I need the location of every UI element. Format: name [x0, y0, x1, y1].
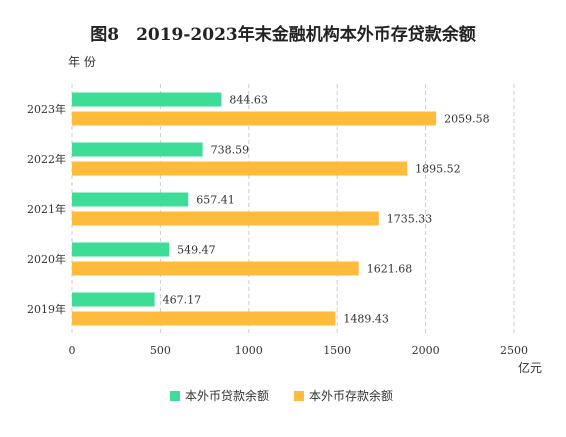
data-label: 1895.52 [415, 163, 461, 176]
legend-label: 本外币贷款余额 [185, 388, 269, 403]
bar [72, 211, 379, 226]
legend-swatch [170, 391, 180, 401]
y-category-label: 2023年 [27, 102, 66, 116]
y-axis-label: 年 份 [68, 55, 96, 69]
data-label: 2059.58 [444, 113, 490, 126]
data-label: 549.47 [177, 244, 216, 257]
legend-swatch [294, 391, 304, 401]
y-category-label: 2020年 [27, 252, 66, 266]
legend-label: 本外币存款余额 [309, 388, 393, 403]
legend: 本外币贷款余额 本外币存款余额 [170, 388, 393, 403]
x-tick-label: 2000 [412, 344, 440, 357]
bar [72, 311, 336, 326]
data-label: 844.63 [229, 94, 267, 107]
data-label: 657.41 [196, 194, 235, 207]
bar [72, 142, 203, 157]
bar [72, 92, 222, 107]
y-category-label: 2019年 [27, 302, 66, 316]
data-label: 467.17 [163, 294, 202, 307]
y-category-label: 2021年 [27, 202, 66, 216]
labels-layer: 844.63 2059.58 738.59 1895.52 657.41 1735.33 5… [163, 94, 490, 326]
x-axis-unit: 亿元 [518, 360, 542, 375]
data-label: 738.59 [211, 144, 250, 157]
y-axis-categories: 2023年 2022年 2021年 2020年 2019年 [27, 102, 66, 316]
x-tick-label: 1500 [323, 344, 351, 357]
x-axis-ticks: 0 500 1000 1500 2000 2500 [69, 344, 529, 357]
bar [72, 161, 408, 176]
x-tick-label: 2500 [500, 344, 528, 357]
x-tick-label: 1000 [235, 344, 263, 357]
chart-title: 图8 2019-2023年末金融机构本外币存贷款余额 [90, 24, 476, 45]
data-label: 1735.33 [387, 213, 433, 226]
bar [72, 192, 189, 207]
data-label: 1621.68 [367, 263, 413, 276]
bar [72, 292, 155, 307]
bar [72, 111, 437, 126]
data-label: 1489.43 [343, 313, 389, 326]
bar [72, 242, 170, 257]
y-category-label: 2022年 [27, 152, 66, 166]
bar [72, 261, 359, 276]
x-tick-label: 0 [69, 344, 76, 357]
bars-layer [72, 92, 437, 326]
x-tick-label: 500 [150, 344, 171, 357]
